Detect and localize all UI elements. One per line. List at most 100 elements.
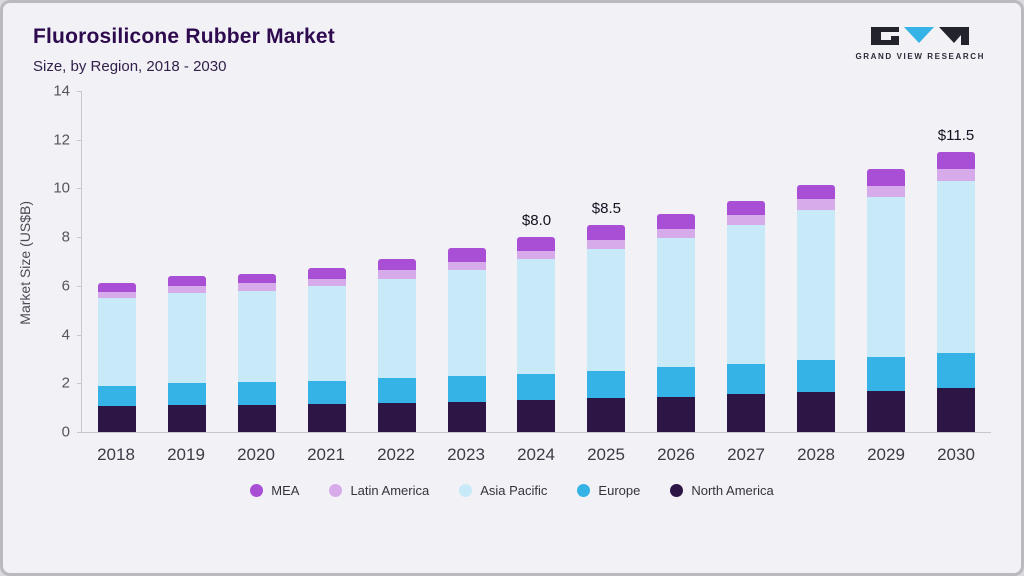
bar-segment-europe (727, 363, 766, 395)
bar-segment-europe (797, 360, 836, 392)
legend-dot-latin-america (329, 484, 343, 497)
y-tick-mark (77, 91, 82, 92)
bar-column-2026 (641, 91, 711, 432)
y-tick-label: 10 (53, 179, 70, 197)
bar-column-2030: $11.5 (921, 91, 991, 432)
legend-dot-mea (250, 484, 264, 497)
legend-dot-europe (577, 484, 591, 497)
bar-segment-mea (657, 214, 696, 229)
x-tick-label-2026: 2026 (657, 445, 695, 464)
legend-dot-north-america (670, 484, 684, 497)
bar-segment-asia-pacific (867, 196, 906, 357)
bar-segment-asia-pacific (797, 210, 836, 361)
bar-segment-asia-pacific (657, 238, 696, 368)
bar-segment-mea (727, 200, 766, 216)
x-tick-label-2030: 2030 (937, 445, 975, 464)
page-subtitle: Size, by Region, 2018 - 2030 (33, 58, 227, 75)
grand-view-research-logo: GRAND VIEW RESEARCH (855, 27, 985, 61)
y-tick-mark (77, 188, 82, 190)
bar-value-annotation: $8.5 (591, 199, 622, 217)
bar-segment-north-america (237, 405, 276, 432)
x-tick-label-2018: 2018 (97, 445, 135, 464)
bar-segment-asia-pacific (587, 249, 626, 372)
y-axis-title-wrap: Market Size (US$B) (17, 91, 33, 465)
bar-segment-latin-america (797, 199, 836, 211)
bar-segment-north-america (727, 394, 766, 432)
bar-segment-latin-america (937, 168, 976, 182)
logo-text: GRAND VIEW RESEARCH (855, 52, 985, 61)
y-tick-mark (77, 237, 82, 239)
bar-segment-north-america (167, 405, 206, 432)
x-tick-label-2023: 2023 (447, 445, 485, 464)
y-tick-label: 12 (53, 131, 70, 149)
bar-segment-latin-america (377, 270, 416, 279)
bar-column-2020 (222, 91, 292, 432)
y-tick-mark (77, 139, 82, 141)
bar-segment-asia-pacific (517, 259, 556, 374)
bar-segment-europe (167, 383, 206, 406)
bar-column-2024: $8.0 (502, 91, 572, 432)
bar-segment-europe (307, 380, 346, 404)
bar-column-2018 (82, 91, 152, 432)
y-tick-label: 6 (61, 277, 70, 295)
bar-segment-mea (97, 283, 136, 292)
bar-segment-latin-america (237, 283, 276, 291)
bar-segment-mea (517, 237, 556, 251)
header-titles: Fluorosilicone Rubber Market Size, by Re… (33, 25, 335, 75)
legend: MEA Latin America Asia Pacific Europe North … (3, 483, 1021, 498)
x-tick-label-2019: 2019 (167, 445, 205, 464)
bar-segment-mea (797, 184, 836, 200)
bar-segment-north-america (97, 406, 136, 432)
bar-segment-asia-pacific (727, 224, 766, 364)
bar-segment-asia-pacific (307, 285, 346, 381)
y-tick-mark (77, 383, 82, 385)
bar-segment-europe (447, 376, 486, 402)
bar-segment-latin-america (307, 278, 346, 286)
gvr-logo-icon (871, 27, 970, 45)
y-tick-label: 2 (61, 374, 70, 392)
legend-label: Latin America (350, 483, 430, 498)
bar-segment-latin-america (867, 186, 906, 197)
x-tick-label-2020: 2020 (237, 445, 275, 464)
y-axis-title: Market Size (US$B) (17, 201, 33, 325)
bar-column-2019 (152, 91, 222, 432)
y-tick-mark (77, 285, 82, 287)
bar-column-2023 (432, 91, 502, 432)
bar-column-2027 (711, 91, 781, 432)
bar-segment-europe (377, 378, 416, 403)
x-tick-label-2029: 2029 (867, 445, 905, 464)
bar-segment-mea (447, 248, 486, 262)
bar-value-annotation: $8.0 (521, 212, 552, 230)
bar-column-2025: $8.5 (571, 91, 641, 432)
y-tick-label: 8 (61, 228, 70, 246)
bar-segment-mea (867, 168, 906, 187)
bar-segment-north-america (797, 391, 836, 432)
bar-segment-europe (587, 371, 626, 398)
bar-segment-latin-america (97, 291, 136, 299)
bar-segment-latin-america (517, 250, 556, 260)
bar-column-2022 (362, 91, 432, 432)
bar-segment-latin-america (447, 261, 486, 271)
legend-item-north-america: North America (670, 483, 774, 498)
bar-segment-europe (517, 373, 556, 401)
x-tick-label-2028: 2028 (797, 445, 835, 464)
legend-dot-asia-pacific (459, 484, 473, 497)
bar-segment-latin-america (657, 228, 696, 239)
bar-segment-europe (867, 356, 906, 391)
plot-column: 0 2 4 6 8 10 12 14 $8.0 $8.5 $11.5 2018 2019 2020 202… (33, 83, 991, 465)
x-tick-label-2025: 2025 (587, 445, 625, 464)
legend-item-mea: MEA (250, 483, 299, 498)
legend-label: Asia Pacific (480, 483, 548, 498)
x-tick-label-2022: 2022 (377, 445, 415, 464)
legend-label: MEA (271, 483, 300, 498)
bar-segment-asia-pacific (937, 181, 976, 353)
bar-segment-north-america (657, 396, 696, 432)
bar-column-2021 (292, 91, 362, 432)
legend-item-europe: Europe (577, 483, 640, 498)
x-tick-label-2021: 2021 (307, 445, 345, 464)
y-tick-label: 0 (61, 423, 70, 441)
plot-area: 0 2 4 6 8 10 12 14 $8.0 $8.5 $11.5 (53, 83, 991, 441)
header: Fluorosilicone Rubber Market Size, by Re… (3, 3, 1021, 75)
chart: Market Size (US$B) 0 2 4 6 8 10 12 14 $8.0 $8.5 $1… (17, 83, 991, 465)
legend-label: North America (691, 483, 774, 498)
